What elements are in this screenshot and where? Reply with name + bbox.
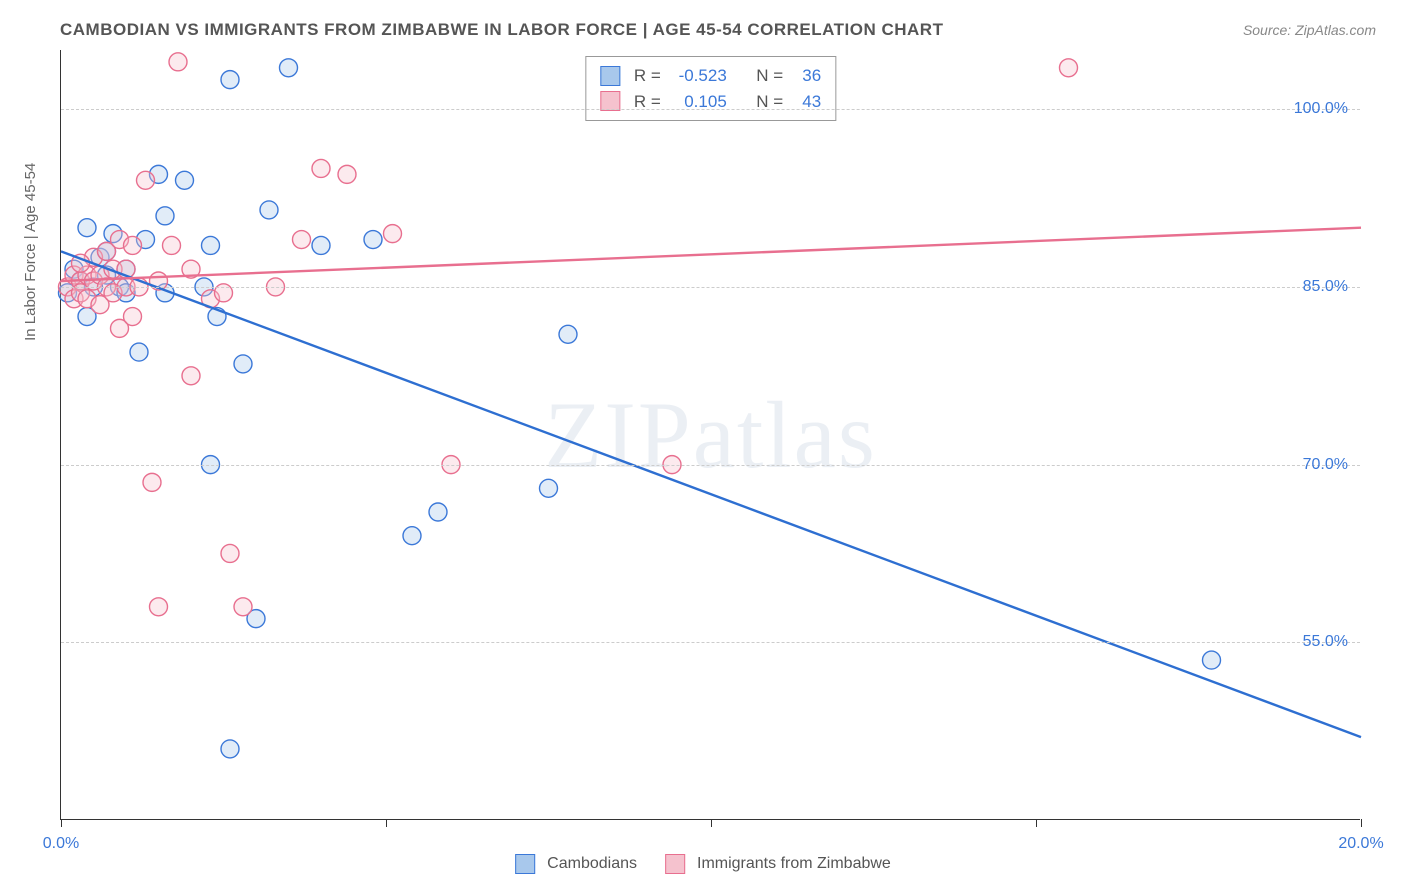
plot-svg: [61, 50, 1360, 819]
data-point: [260, 201, 278, 219]
y-axis-label: In Labor Force | Age 45-54: [22, 163, 39, 341]
stats-row: R = -0.523 N = 36: [600, 63, 821, 89]
trend-line: [61, 251, 1361, 737]
x-tick: [386, 819, 387, 827]
data-point: [221, 740, 239, 758]
data-point: [150, 598, 168, 616]
data-point: [312, 159, 330, 177]
stats-box: R =-0.523 N =36R =0.105 N =43: [585, 56, 836, 121]
plot-area: ZIPatlas R =-0.523 N =36R =0.105 N =43 5…: [60, 50, 1360, 820]
data-point: [124, 236, 142, 254]
stat-n-value: 36: [793, 63, 821, 89]
x-tick-label: 20.0%: [1338, 835, 1383, 853]
legend-swatch: [600, 66, 620, 86]
data-point: [293, 231, 311, 249]
data-point: [384, 225, 402, 243]
legend-item: Cambodians: [515, 854, 637, 874]
data-point: [429, 503, 447, 521]
stat-n-label: N =: [756, 63, 783, 89]
y-tick-label: 70.0%: [1303, 456, 1348, 474]
data-point: [130, 343, 148, 361]
stat-r-label: R =: [634, 63, 661, 89]
y-tick-label: 55.0%: [1303, 633, 1348, 651]
gridline: [61, 287, 1360, 288]
x-tick: [1361, 819, 1362, 827]
x-tick: [711, 819, 712, 827]
x-tick-label: 0.0%: [43, 835, 79, 853]
legend-label: Immigrants from Zimbabwe: [697, 855, 891, 873]
legend-bottom: Cambodians Immigrants from Zimbabwe: [515, 854, 891, 874]
data-point: [221, 544, 239, 562]
legend-swatch: [515, 854, 535, 874]
data-point: [163, 236, 181, 254]
data-point: [182, 367, 200, 385]
legend-item: Immigrants from Zimbabwe: [665, 854, 891, 874]
data-point: [559, 325, 577, 343]
data-point: [143, 473, 161, 491]
data-point: [169, 53, 187, 71]
y-tick-label: 85.0%: [1303, 278, 1348, 296]
data-point: [280, 59, 298, 77]
data-point: [202, 236, 220, 254]
data-point: [338, 165, 356, 183]
data-point: [364, 231, 382, 249]
y-tick-label: 100.0%: [1294, 100, 1348, 118]
data-point: [124, 308, 142, 326]
data-point: [1203, 651, 1221, 669]
data-point: [234, 355, 252, 373]
chart-source: Source: ZipAtlas.com: [1243, 22, 1376, 38]
data-point: [312, 236, 330, 254]
gridline: [61, 109, 1360, 110]
x-tick: [61, 819, 62, 827]
data-point: [540, 479, 558, 497]
legend-swatch: [665, 854, 685, 874]
data-point: [403, 527, 421, 545]
data-point: [234, 598, 252, 616]
data-point: [1060, 59, 1078, 77]
gridline: [61, 465, 1360, 466]
data-point: [156, 207, 174, 225]
data-point: [137, 171, 155, 189]
correlation-chart: CAMBODIAN VS IMMIGRANTS FROM ZIMBABWE IN…: [0, 0, 1406, 892]
x-tick: [1036, 819, 1037, 827]
data-point: [176, 171, 194, 189]
trend-line: [61, 228, 1361, 281]
gridline: [61, 642, 1360, 643]
legend-label: Cambodians: [547, 855, 637, 873]
data-point: [78, 219, 96, 237]
stat-r-value: -0.523: [671, 63, 727, 89]
chart-title: CAMBODIAN VS IMMIGRANTS FROM ZIMBABWE IN…: [60, 20, 1376, 40]
data-point: [221, 71, 239, 89]
